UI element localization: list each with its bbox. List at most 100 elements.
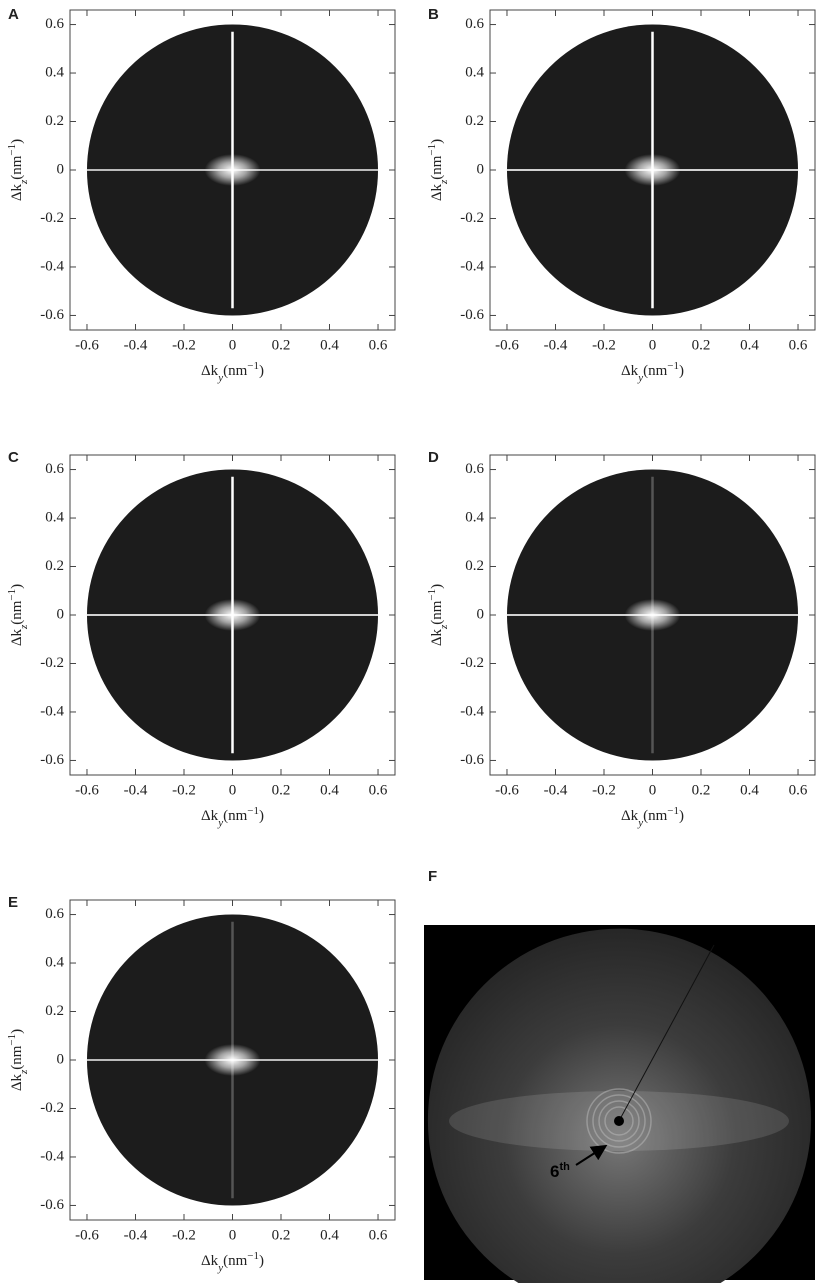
axis-label-part: ) xyxy=(9,584,25,589)
y-tick-label: 0.4 xyxy=(465,64,484,80)
x-tick-label: 0.6 xyxy=(789,337,808,353)
y-tick-label: -0.4 xyxy=(40,258,64,274)
x-tick-label: 0.2 xyxy=(272,782,291,798)
axis-label: Δkz(nm−1) xyxy=(6,584,30,646)
axis-label-part: z xyxy=(18,1069,30,1075)
axis-label-part: y xyxy=(217,1262,223,1274)
axis-label-part: Δk xyxy=(429,629,445,647)
y-tick-label: 0.2 xyxy=(465,113,484,129)
axis-label-part: −1 xyxy=(426,589,438,601)
x-tick-label: 0 xyxy=(229,782,237,798)
axis-label: Δky(nm−1) xyxy=(201,360,264,384)
axis-label-part: (nm xyxy=(9,600,25,624)
x-tick-label: 0.6 xyxy=(789,782,808,798)
y-tick-label: -0.6 xyxy=(40,752,64,768)
axis-label: Δky(nm−1) xyxy=(201,805,264,829)
x-tick-label: -0.4 xyxy=(124,782,148,798)
x-tick-label: -0.2 xyxy=(172,337,196,353)
axis-label-part: (nm xyxy=(223,363,247,379)
y-tick-label: -0.2 xyxy=(40,1100,64,1116)
axis-label-part: (nm xyxy=(643,808,667,824)
axis-label-part: z xyxy=(438,624,450,630)
axis-label-part: (nm xyxy=(429,155,445,179)
axis-label-part: z xyxy=(18,179,30,185)
y-tick-label: -0.6 xyxy=(460,752,484,768)
y-tick-label: 0.4 xyxy=(45,509,64,525)
y-tick-label: 0.2 xyxy=(465,558,484,574)
y-tick-label: 0.6 xyxy=(45,16,64,32)
y-tick-label: -0.4 xyxy=(40,703,64,719)
axis-label-part: −1 xyxy=(6,144,18,156)
axis-label-part: −1 xyxy=(667,805,679,817)
axis-label: Δkz(nm−1) xyxy=(426,139,450,201)
arrow xyxy=(575,1144,608,1166)
y-tick-label: -0.4 xyxy=(460,703,484,719)
x-tick-label: 0 xyxy=(649,782,657,798)
x-tick-label: -0.2 xyxy=(592,782,616,798)
y-tick-label: -0.2 xyxy=(460,655,484,671)
y-tick-label: 0.4 xyxy=(45,954,64,970)
axis-label: Δky(nm−1) xyxy=(621,805,684,829)
axis-label-part: −1 xyxy=(6,589,18,601)
annotation-part: 6 xyxy=(550,1162,559,1181)
axis-label-part: (nm xyxy=(223,808,247,824)
x-tick-label: -0.6 xyxy=(495,782,519,798)
x-tick-label: -0.2 xyxy=(592,337,616,353)
axis-label-part: Δk xyxy=(201,363,219,379)
beam-stop xyxy=(614,1116,624,1126)
central-peak xyxy=(204,154,261,186)
x-tick-label: -0.6 xyxy=(495,337,519,353)
axis-label-part: (nm xyxy=(9,155,25,179)
annotation: 6th xyxy=(550,1161,570,1182)
x-tick-label: -0.4 xyxy=(544,337,568,353)
axis-label-part: z xyxy=(18,624,30,630)
axis-label-part: z xyxy=(438,179,450,185)
axis-label: Δkz(nm−1) xyxy=(6,139,30,201)
panel-label: C xyxy=(8,449,19,466)
axis-label-part: ) xyxy=(259,1253,264,1269)
x-tick-label: 0.4 xyxy=(320,337,339,353)
annotation-part: th xyxy=(559,1161,570,1173)
axis-label: Δky(nm−1) xyxy=(201,1250,264,1274)
y-tick-label: -0.4 xyxy=(40,1148,64,1164)
panel-label: A xyxy=(8,6,19,23)
axis-label-part: −1 xyxy=(6,1034,18,1046)
x-tick-label: 0.6 xyxy=(369,782,388,798)
y-tick-label: 0 xyxy=(57,606,65,622)
axis-label-part: Δk xyxy=(9,184,25,202)
axis-label-part: Δk xyxy=(429,184,445,202)
x-tick-label: -0.2 xyxy=(172,1227,196,1243)
panel-label: D xyxy=(428,449,439,466)
axis-label-part: Δk xyxy=(9,629,25,647)
x-tick-label: -0.6 xyxy=(75,782,99,798)
axis-label-part: y xyxy=(217,817,223,829)
axis-label: Δkz(nm−1) xyxy=(426,584,450,646)
axis-label-part: ) xyxy=(9,139,25,144)
central-peak xyxy=(624,599,681,631)
axis-label-part: ) xyxy=(429,139,445,144)
x-tick-label: 0.2 xyxy=(272,337,291,353)
detector-area xyxy=(427,928,812,1283)
axis-label-part: −1 xyxy=(247,1250,259,1262)
y-tick-label: 0.4 xyxy=(465,509,484,525)
x-tick-label: 0.4 xyxy=(740,782,759,798)
panel-label: B xyxy=(428,6,439,23)
y-tick-label: 0 xyxy=(477,161,485,177)
axis-label-part: ) xyxy=(9,1029,25,1034)
y-tick-label: -0.2 xyxy=(460,210,484,226)
x-tick-label: 0 xyxy=(229,1227,237,1243)
axis-label-part: y xyxy=(637,372,643,384)
ring xyxy=(586,1088,652,1154)
y-tick-label: 0.6 xyxy=(45,461,64,477)
y-tick-label: 0.2 xyxy=(45,558,64,574)
ring xyxy=(598,1100,640,1142)
axis-label-part: −1 xyxy=(667,360,679,372)
axis-label-part: ) xyxy=(679,363,684,379)
central-peak xyxy=(204,599,261,631)
axis-label-part: Δk xyxy=(201,1253,219,1269)
y-tick-label: 0 xyxy=(57,161,65,177)
x-tick-label: 0.4 xyxy=(740,337,759,353)
y-tick-label: 0.4 xyxy=(45,64,64,80)
x-tick-label: -0.6 xyxy=(75,1227,99,1243)
